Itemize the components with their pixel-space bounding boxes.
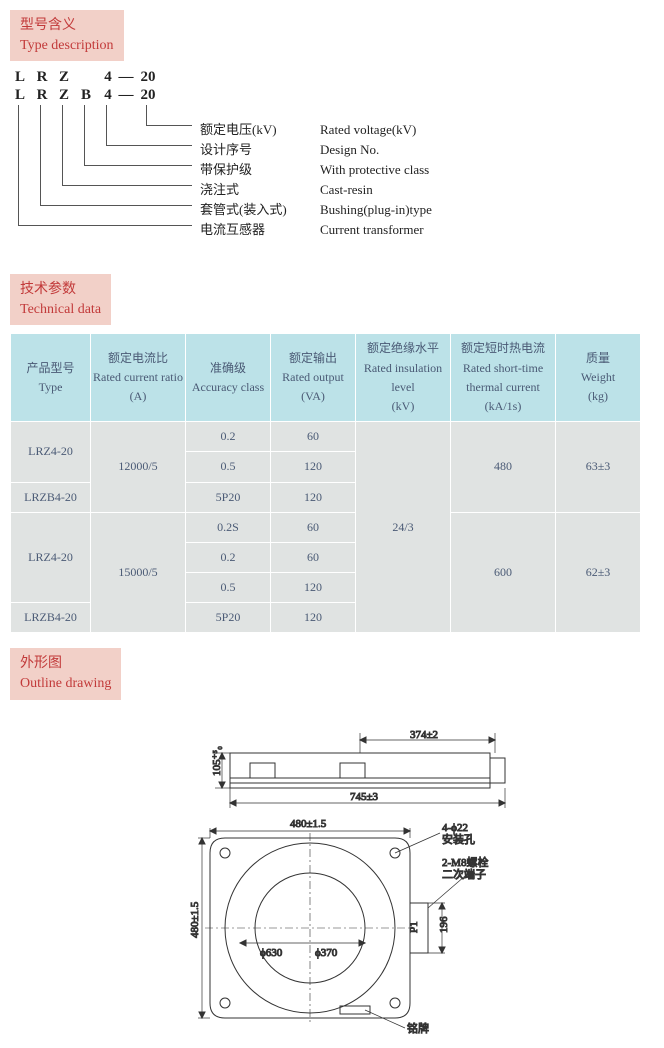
code-letter: Z xyxy=(54,87,74,104)
code-letter: L xyxy=(10,69,30,86)
code-letter: R xyxy=(32,69,52,86)
bracket-line xyxy=(62,105,63,185)
dim-480w: 480±1.5 xyxy=(290,818,327,830)
table-cell: LRZB4-20 xyxy=(11,603,91,633)
type-code-diagram: LLRRZZB44——2020 额定电压(kV)Rated voltage(kV)… xyxy=(10,69,654,259)
code-letter: Z xyxy=(54,69,74,86)
label-term-cn: 二次端子 xyxy=(442,867,486,881)
table-cell: LRZ4-20 xyxy=(11,422,91,482)
table-cell: 0.2S xyxy=(186,512,271,542)
table-cell: 0.5 xyxy=(186,452,271,482)
table-cell: 63±3 xyxy=(556,422,641,513)
bracket-line xyxy=(84,165,192,166)
dim-105: 105⁺⁵₀ xyxy=(211,745,223,775)
table-header: 质量Weight(kg) xyxy=(556,334,641,422)
dim-480h: 480±1.5 xyxy=(189,901,201,938)
table-cell: 24/3 xyxy=(356,422,451,633)
code-letter: 4 xyxy=(98,69,118,86)
table-cell: 60 xyxy=(271,542,356,572)
label-holes: 4-ϕ22 xyxy=(442,822,468,834)
table-header: 额定短时热电流Rated short-time thermal current(… xyxy=(451,334,556,422)
table-header: 额定电流比Rated current ratio(A) xyxy=(91,334,186,422)
table-cell: 120 xyxy=(271,452,356,482)
bracket-line xyxy=(146,125,192,126)
label-p1: P1 xyxy=(408,921,420,933)
code-letter: B xyxy=(76,87,96,104)
dim-196: 196 xyxy=(438,916,450,933)
type-desc-row: 额定电压(kV)Rated voltage(kV) xyxy=(200,119,416,138)
table-cell: LRZ4-20 xyxy=(11,512,91,603)
outline-drawing-header: 外形图 Outline drawing xyxy=(10,648,121,699)
bracket-line xyxy=(18,225,192,226)
table-header: 产品型号Type xyxy=(11,334,91,422)
table-cell: 0.2 xyxy=(186,542,271,572)
table-header: 额定输出Rated output(VA) xyxy=(271,334,356,422)
code-letter: — xyxy=(116,69,136,86)
dim-374: 374±2 xyxy=(410,729,438,741)
code-letter: 4 xyxy=(98,87,118,104)
bracket-line xyxy=(40,205,192,206)
table-cell: 15000/5 xyxy=(91,512,186,633)
code-letter: — xyxy=(116,87,136,104)
table-cell: 62±3 xyxy=(556,512,641,633)
label-nameplate: 铭牌 xyxy=(407,1021,429,1035)
header-en: Technical data xyxy=(20,300,101,320)
code-letter: 20 xyxy=(138,87,158,104)
outline-drawing: 374±2 105⁺⁵₀ 745±3 xyxy=(10,718,640,1038)
table-cell: 0.2 xyxy=(186,422,271,452)
bracket-line xyxy=(62,185,192,186)
table-header: 准确级Accuracy class xyxy=(186,334,271,422)
table-cell: 120 xyxy=(271,573,356,603)
type-desc-row: 电流互感器Current transformer xyxy=(200,219,424,238)
label-term: 2-M8螺栓 xyxy=(442,855,488,869)
bracket-line xyxy=(106,105,107,145)
header-cn: 技术参数 xyxy=(20,280,101,300)
header-en: Outline drawing xyxy=(20,674,111,694)
dim-d630: ϕ630 xyxy=(260,947,283,959)
bracket-line xyxy=(106,145,192,146)
dim-d370: ϕ370 xyxy=(315,947,338,959)
table-cell: 480 xyxy=(451,422,556,513)
table-header: 额定绝缘水平Rated insulation level(kV) xyxy=(356,334,451,422)
code-letter: L xyxy=(10,87,30,104)
label-holes-cn: 安装孔 xyxy=(442,832,475,846)
type-desc-row: 设计序号Design No. xyxy=(200,139,379,158)
header-cn: 型号含义 xyxy=(20,16,114,36)
table-cell: 60 xyxy=(271,422,356,452)
bracket-line xyxy=(146,105,147,125)
table-cell: 0.5 xyxy=(186,573,271,603)
table-cell: 5P20 xyxy=(186,482,271,512)
code-letter: 20 xyxy=(138,69,158,86)
table-cell: 60 xyxy=(271,512,356,542)
technical-data-table: 产品型号Type额定电流比Rated current ratio(A)准确级Ac… xyxy=(10,333,641,633)
header-cn: 外形图 xyxy=(20,654,111,674)
type-description-header: 型号含义 Type description xyxy=(10,10,124,61)
table-cell: 120 xyxy=(271,603,356,633)
dim-745: 745±3 xyxy=(350,791,379,803)
header-en: Type description xyxy=(20,36,114,56)
code-letter: R xyxy=(32,87,52,104)
type-desc-row: 套管式(装入式)Bushing(plug-in)type xyxy=(200,199,432,218)
table-cell: LRZB4-20 xyxy=(11,482,91,512)
type-desc-row: 浇注式Cast-resin xyxy=(200,179,373,198)
table-cell: 5P20 xyxy=(186,603,271,633)
bracket-line xyxy=(84,105,85,165)
type-desc-row: 带保护级With protective class xyxy=(200,159,429,178)
bracket-line xyxy=(18,105,19,225)
table-cell: 120 xyxy=(271,482,356,512)
technical-data-header: 技术参数 Technical data xyxy=(10,274,111,325)
bracket-line xyxy=(40,105,41,205)
table-cell: 12000/5 xyxy=(91,422,186,513)
table-cell: 600 xyxy=(451,512,556,633)
